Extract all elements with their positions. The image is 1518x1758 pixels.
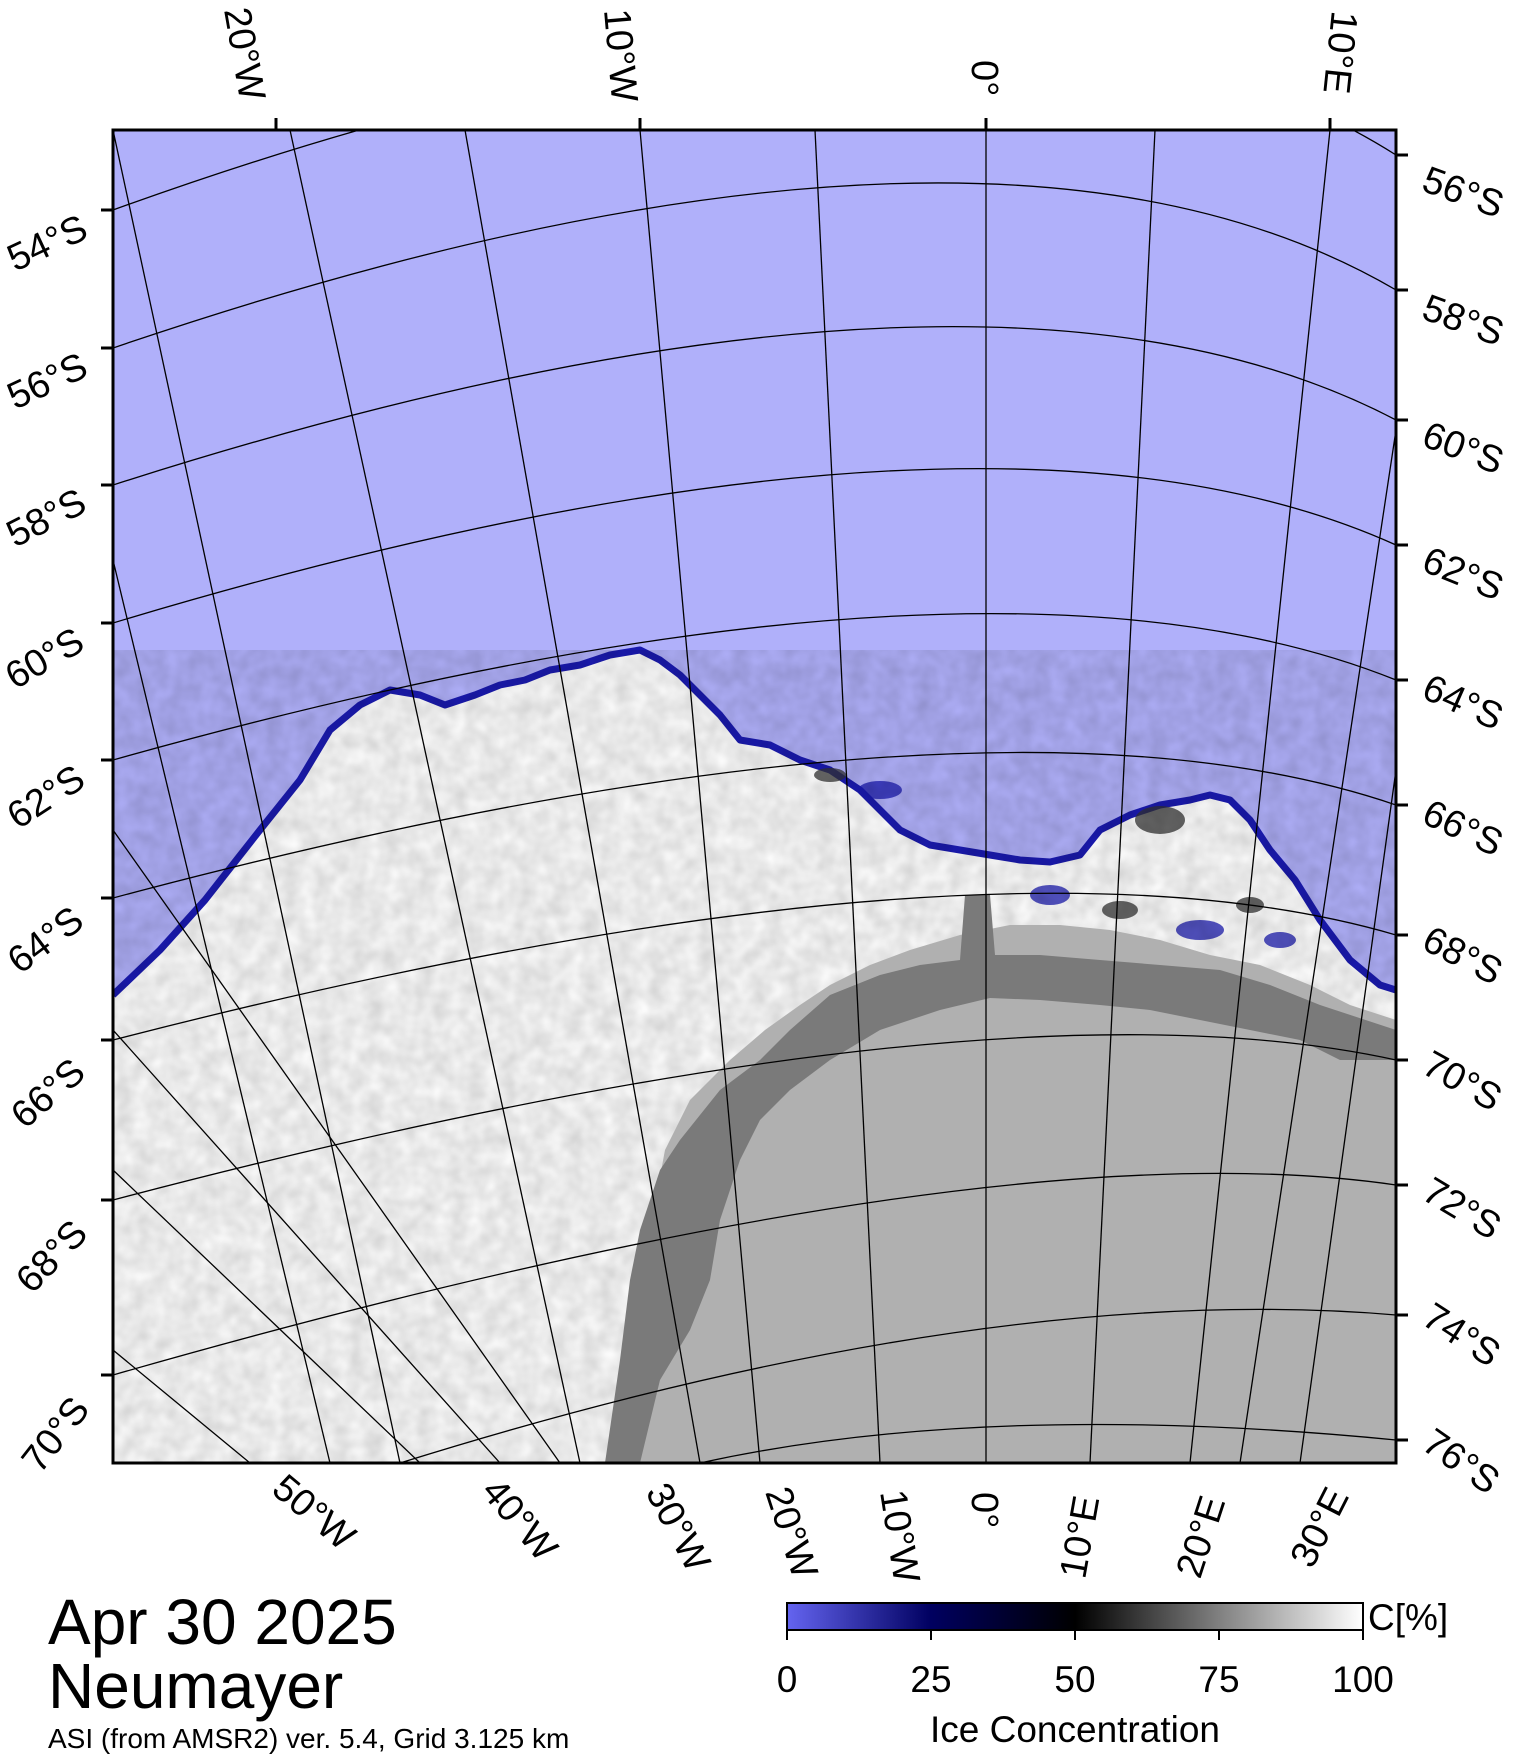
bottom-lon-label: 40°W [473,1471,565,1570]
right-lat-label: 60°S [1417,414,1509,483]
colorbar-tick-label: 0 [777,1659,798,1700]
colorbar-tick-label: 50 [1054,1659,1095,1700]
left-lat-label: 56°S [1,345,94,418]
colorbar-tick-label: 25 [910,1659,951,1700]
colorbar-gradient [786,1602,1364,1631]
right-lat-label: 58°S [1417,287,1509,355]
left-lat-label: 68°S [8,1213,96,1302]
ice-edge-band [113,646,1396,998]
left-lat-label: 54°S [1,207,94,280]
bottom-lon-label: 10°E [1053,1493,1109,1582]
left-lat-label: 64°S [0,899,91,982]
right-latitude-labels: 56°S 58°S 60°S 62°S 64°S 66°S 68°S 70°S … [1415,159,1509,1503]
left-lat-label: 70°S [14,1389,98,1480]
colorbar-tick-label: 75 [1198,1659,1239,1700]
right-lat-label: 64°S [1416,667,1509,739]
colorbar-title: Ice Concentration [930,1709,1220,1750]
map-frame [111,128,1398,1465]
left-latitude-labels: 54°S 56°S 58°S 60°S 62°S 64°S 66°S 68°S … [0,207,98,1480]
colorbar-tick-label: 100 [1332,1659,1394,1700]
left-lat-label: 58°S [0,481,93,556]
station-name: Neumayer [48,1650,344,1722]
bottom-lon-label: 50°W [264,1467,363,1559]
bottom-longitude-labels: 50°W 40°W 30°W 20°W 10°W 0° 10°E 20°E 30… [264,1467,1357,1586]
right-lat-label: 70°S [1416,1043,1509,1120]
right-lat-label: 62°S [1417,539,1510,609]
right-lat-label: 56°S [1417,159,1509,227]
top-longitude-labels: 20°W 10°W 0° 10°E [215,4,1365,104]
right-lat-label: 76°S [1415,1421,1507,1503]
bottom-lon-label: 30°E [1283,1481,1358,1574]
left-lat-label: 60°S [0,620,91,698]
colorbar: 0 25 50 75 100 C[%] Ice Concentration [777,1597,1448,1750]
frame-ticks [101,118,1408,1442]
graticule-lines [113,130,1396,1463]
top-lon-label: 10°E [1314,9,1364,96]
left-lat-label: 62°S [0,757,92,837]
bottom-lon-label: 20°E [1169,1491,1235,1583]
bottom-lon-label: 20°W [756,1482,825,1584]
bottom-lon-label: 0° [963,1492,1005,1528]
map-date: Apr 30 2025 [48,1586,397,1658]
top-lon-label: 10°W [595,7,645,104]
ice-shelf-area [605,895,1396,1463]
bottom-lon-label: 10°W [871,1487,927,1586]
right-lat-label: 66°S [1416,792,1509,865]
left-lat-label: 66°S [3,1051,93,1137]
bottom-lon-label: 30°W [637,1477,718,1579]
top-lon-label: 0° [963,60,1005,96]
colorbar-unit: C[%] [1368,1597,1448,1638]
top-lon-label: 20°W [215,4,273,103]
right-lat-label: 74°S [1415,1295,1507,1375]
right-lat-label: 72°S [1415,1170,1508,1249]
right-lat-label: 68°S [1416,919,1509,994]
data-source: ASI (from AMSR2) ver. 5.4, Grid 3.125 km [48,1723,570,1754]
